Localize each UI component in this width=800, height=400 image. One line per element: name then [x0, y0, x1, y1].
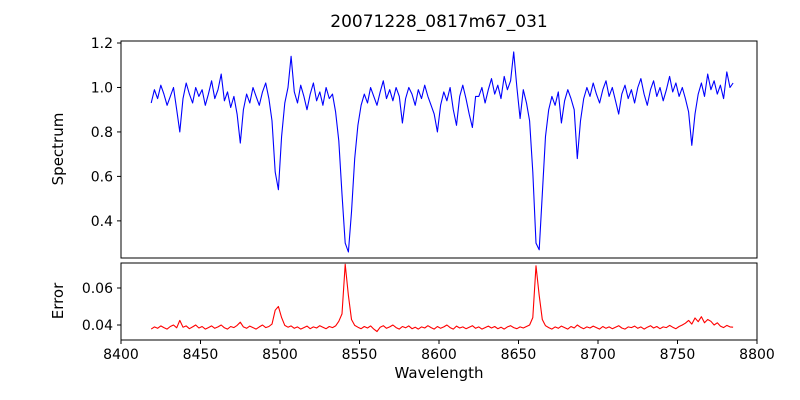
x-axis-label: Wavelength: [394, 364, 484, 382]
x-tick-label: 8600: [421, 347, 457, 363]
y-tick-label: 0.04: [82, 318, 113, 334]
y-tick-label: 1.0: [91, 80, 113, 96]
x-tick-label: 8800: [739, 347, 775, 363]
axes-frame: [120, 262, 758, 341]
y-tick-label: 0.6: [91, 169, 113, 185]
y-tick-label: 0.4: [91, 214, 113, 230]
x-tick-label: 8400: [103, 347, 139, 363]
error-line: [150, 263, 734, 333]
chart-title: 20071228_0817m67_031: [330, 12, 548, 32]
axes-frame: [120, 40, 758, 259]
x-tick-label: 8650: [501, 347, 537, 363]
subplot-error: 0.04 0.06 8400 8450 8500 8550 8600 8650 8700 8750…: [82, 262, 775, 363]
y-tick-label: 0.8: [91, 125, 113, 141]
x-tick-label: 8550: [342, 347, 378, 363]
y-tick-label: 0.06: [82, 281, 113, 297]
y-tick-label: 1.2: [91, 36, 113, 52]
x-tick-label: 8750: [660, 347, 696, 363]
x-tick-label: 8700: [580, 347, 616, 363]
x-tick-label: 8450: [183, 347, 219, 363]
spectrum-line: [150, 51, 734, 253]
subplot-spectrum: 0.4 0.6 0.8 1.0 1.2: [91, 36, 758, 259]
x-tick-label: 8500: [262, 347, 298, 363]
